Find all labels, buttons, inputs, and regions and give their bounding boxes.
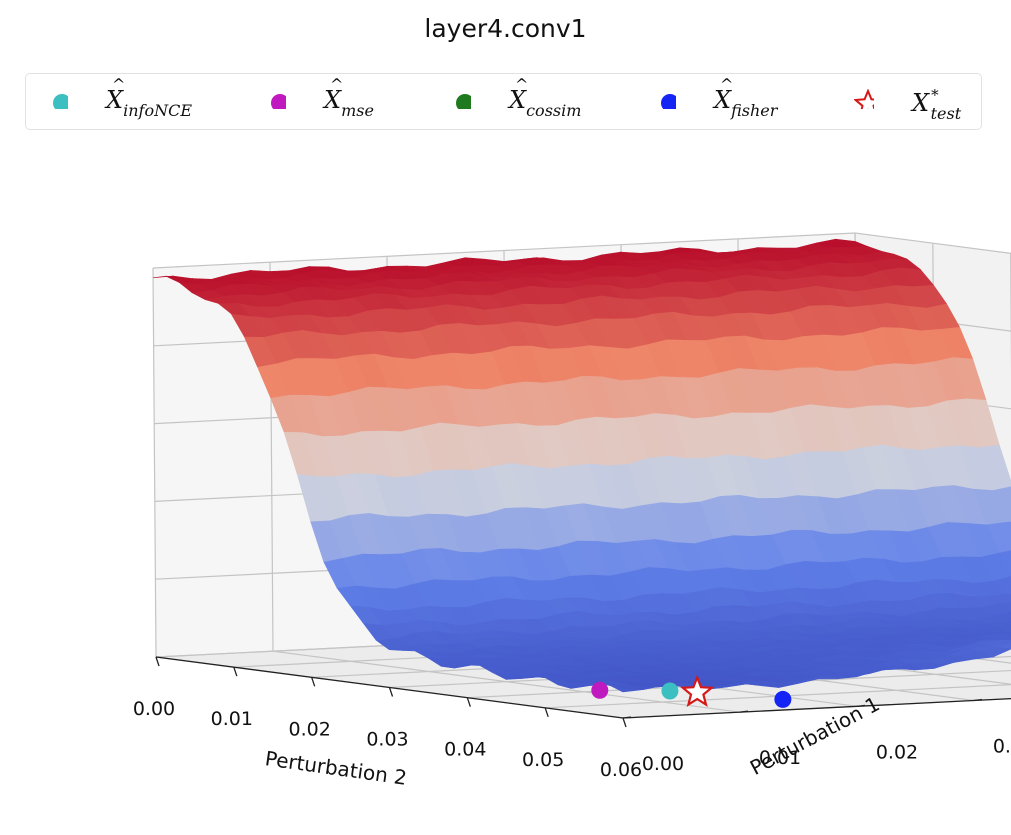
surface-patch	[1006, 635, 1011, 638]
legend-marker-infoNCE	[53, 94, 68, 109]
x-axis-label: Perturbation 2	[264, 746, 409, 790]
x-tick-label: 0.06	[600, 759, 642, 781]
legend-marker-test	[854, 89, 874, 109]
y-tick-label: 0.02	[876, 741, 918, 763]
y-tick-label: 0.01	[759, 747, 801, 769]
y-tick-mark	[856, 704, 866, 707]
x-tick-mark	[155, 656, 160, 667]
y-tick-label: 0.00	[642, 753, 684, 775]
x-tick-label: 0.04	[444, 739, 486, 761]
marker-mse	[591, 681, 609, 699]
legend-label-fisher: Xfisher	[714, 75, 777, 120]
grid-line	[272, 650, 741, 713]
legend: XinfoNCE Xmse Xcossim Xfisher X*test	[25, 73, 982, 130]
grid-line	[854, 232, 1011, 254]
grid-line	[152, 267, 157, 658]
x-tick-label: 0.00	[133, 698, 175, 720]
legend-label-mse: Xmse	[324, 75, 374, 120]
axis-lines	[155, 656, 1011, 728]
legend-label-cossim: Xcossim	[509, 75, 581, 120]
x-tick-mark	[466, 697, 471, 707]
surface-patch	[835, 238, 869, 247]
grid-line	[152, 232, 856, 269]
x-tick-label: 0.05	[522, 749, 564, 771]
x-tick-label: 0.02	[289, 718, 331, 740]
x-tick-mark	[544, 707, 549, 718]
x-tick-mark	[233, 666, 238, 677]
x-tick-mark	[311, 677, 316, 687]
x-tick-mark	[622, 717, 627, 728]
x-tick-label: 0.03	[366, 729, 408, 751]
surface-patch	[1005, 521, 1011, 533]
surface-patch	[999, 549, 1011, 573]
x-tick-mark	[388, 687, 394, 697]
chart-title: layer4.conv1	[424, 14, 587, 43]
x-tick-label: 0.01	[211, 708, 253, 730]
legend-marker-mse	[271, 94, 286, 109]
legend-label-test: X *test	[912, 86, 962, 123]
y-tick-mark	[973, 698, 983, 702]
marker-points	[591, 674, 792, 708]
marker-infoNCE	[661, 682, 679, 700]
marker-test	[680, 674, 715, 708]
marker-fisher	[774, 690, 792, 708]
surface-patch	[1005, 592, 1011, 597]
legend-marker-cossim	[456, 94, 471, 109]
legend-marker-fisher	[661, 94, 676, 109]
y-tick-mark	[739, 710, 749, 713]
y-tick-mark	[622, 716, 632, 719]
surface-patch	[999, 601, 1011, 610]
y-tick-label: 0.03	[993, 736, 1011, 758]
legend-label-infoNCE: XinfoNCE	[106, 75, 192, 120]
tick-labels: 0.00 0.01 0.02 0.03 0.04 0.05 0.06 0.00 0.01 0.02…	[133, 698, 1011, 781]
